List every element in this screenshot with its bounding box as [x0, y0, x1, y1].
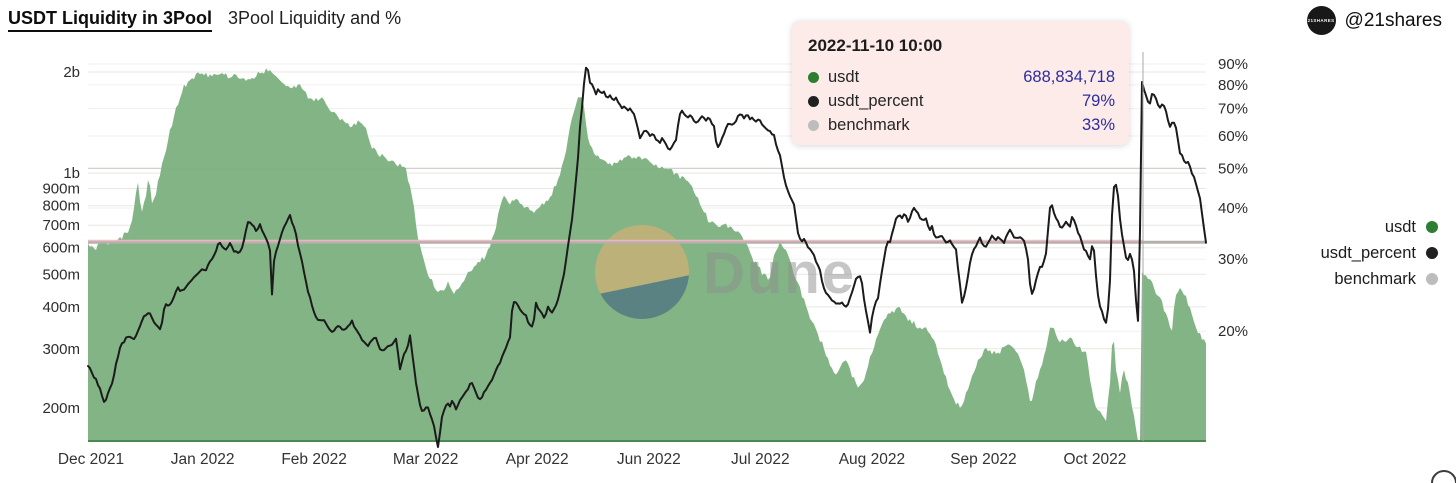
y-axis-left-tick-label: 600m [42, 240, 80, 257]
y-axis-right-tick-label: 30% [1218, 251, 1248, 268]
tooltip-series-value: 79% [1081, 91, 1115, 110]
y-axis-left-tick-label: 400m [42, 299, 80, 316]
x-axis-tick-label: Jun 2022 [617, 451, 681, 468]
tooltip-series-name: usdt_percent [828, 91, 924, 110]
y-axis-left-tick-label: 200m [42, 400, 80, 417]
y-axis-left-tick-label: 700m [42, 217, 80, 234]
tooltip-series-name: usdt [828, 67, 860, 86]
y-axis-right-tick-label: 70% [1218, 101, 1248, 118]
x-axis-tick-label: Dec 2021 [58, 451, 124, 468]
tooltip-series-name: benchmark [828, 115, 910, 134]
attribution: 21SHARES @21shares [1306, 6, 1442, 35]
y-axis-left-tick-label: 500m [42, 266, 80, 283]
author-avatar[interactable]: 21SHARES [1306, 6, 1336, 35]
y-axis-right-tick-label: 80% [1218, 77, 1248, 94]
legend-item-benchmark[interactable]: benchmark [1321, 266, 1438, 292]
legend-item-usdt[interactable]: usdt [1321, 214, 1438, 240]
usdt-series-dot-icon [808, 71, 819, 83]
y-axis-left-tick-label: 900m [42, 181, 80, 198]
y-axis-right-tick-label: 60% [1218, 128, 1248, 145]
dune-watermark-text: Dune [703, 241, 856, 306]
x-axis-tick-label: Sep 2022 [950, 451, 1016, 468]
legend-label: usdt_percent [1320, 243, 1416, 262]
usdt-percent-legend-dot-icon [1426, 247, 1438, 259]
tooltip-datetime: 2022-11-10 10:00 [808, 36, 943, 55]
legend-label: benchmark [1334, 269, 1416, 288]
y-axis-left-tick-label: 300m [42, 341, 80, 358]
tooltip-series-value: 688,834,718 [1023, 67, 1115, 86]
x-axis-tick-label: Jan 2022 [171, 451, 235, 468]
hover-tooltip: 2022-11-10 10:00 usdt 688,834,718 usdt_p… [792, 21, 1129, 145]
author-handle-link[interactable]: @21shares [1344, 9, 1442, 31]
x-axis-tick-label: Apr 2022 [506, 451, 569, 468]
header: USDT Liquidity in 3Pool 3Pool Liquidity … [8, 8, 401, 32]
usdt-percent-series-dot-icon [808, 95, 819, 107]
chart-title-link[interactable]: USDT Liquidity in 3Pool [8, 8, 212, 32]
legend-label: usdt [1384, 217, 1416, 236]
benchmark-legend-dot-icon [1426, 273, 1438, 285]
y-axis-right-tick-label: 90% [1218, 56, 1248, 73]
x-axis-tick-label: Oct 2022 [1063, 451, 1126, 468]
x-axis-tick-label: Aug 2022 [839, 451, 905, 468]
legend: usdt usdt_percent benchmark [1321, 214, 1438, 292]
benchmark-series-dot-icon [808, 119, 819, 131]
y-axis-right-tick-label: 50% [1218, 160, 1248, 177]
y-axis-right-tick-label: 40% [1218, 200, 1248, 217]
tooltip-row-usdt: usdt 688,834,718 [808, 65, 1115, 89]
x-axis-tick-label: Jul 2022 [731, 451, 790, 468]
chart-subtitle: 3Pool Liquidity and % [228, 8, 402, 28]
x-axis-tick-label: Feb 2022 [281, 451, 347, 468]
x-axis-tick-label: Mar 2022 [393, 451, 458, 468]
y-axis-right-tick-label: 20% [1218, 323, 1248, 340]
usdt-legend-dot-icon [1426, 221, 1438, 233]
legend-item-usdt-percent[interactable]: usdt_percent [1321, 240, 1438, 266]
tooltip-row-benchmark: benchmark 33% [808, 113, 1115, 137]
y-axis-left-tick-label: 1b [63, 165, 80, 182]
avatar-logo-text: 21SHARES [1307, 18, 1335, 23]
tooltip-row-usdt-percent: usdt_percent 79% [808, 89, 1115, 113]
y-axis-left-tick-label: 2b [63, 64, 80, 81]
usdt-percent-line-series [87, 66, 1207, 448]
y-axis-left-tick-label: 800m [42, 198, 80, 215]
tooltip-series-value: 33% [1081, 115, 1115, 134]
